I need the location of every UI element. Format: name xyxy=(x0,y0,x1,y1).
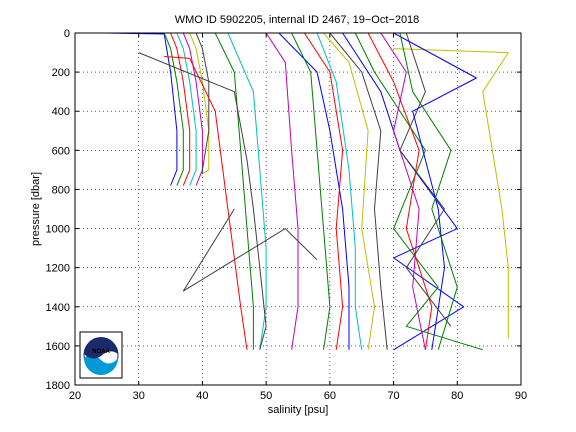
profile-line-21 xyxy=(354,33,483,351)
y-tick-label: 1600 xyxy=(46,341,70,353)
x-tick-label: 90 xyxy=(515,390,527,402)
y-tick-label: 1800 xyxy=(46,380,70,392)
profile-line-7 xyxy=(195,33,210,174)
x-axis-label: salinity [psu] xyxy=(268,404,329,416)
profile-line-4 xyxy=(176,33,197,186)
profile-line-6 xyxy=(189,33,210,175)
profile-line-23 xyxy=(380,33,426,350)
noaa-logo-wave xyxy=(84,355,118,375)
profile-line-3 xyxy=(170,33,191,186)
profile-line-18 xyxy=(323,33,375,350)
x-tick-label: 80 xyxy=(451,390,463,402)
x-tick-label: 70 xyxy=(387,390,399,402)
profile-line-25 xyxy=(399,33,452,327)
y-tick-label: 1200 xyxy=(46,263,70,275)
plot-frame xyxy=(74,32,522,386)
profile-line-1 xyxy=(106,33,178,186)
profile-line-5 xyxy=(182,33,203,186)
profile-line-24 xyxy=(393,48,509,339)
y-tick-label: 0 xyxy=(64,28,70,40)
axis-ticks xyxy=(74,32,522,386)
data-lines xyxy=(106,33,509,351)
y-tick-label: 600 xyxy=(52,145,70,157)
y-tick-label: 1400 xyxy=(46,302,70,314)
profile-line-27 xyxy=(399,33,458,350)
profile-line-20 xyxy=(342,33,465,351)
x-tick-label: 40 xyxy=(196,390,208,402)
profile-line-15 xyxy=(291,33,331,350)
noaa-logo-sky xyxy=(84,337,118,359)
profile-line-8 xyxy=(164,56,248,350)
profile-line-19 xyxy=(329,33,388,350)
profile-line-14 xyxy=(278,33,350,350)
y-tick-label: 800 xyxy=(52,184,70,196)
profile-line-11 xyxy=(138,52,267,350)
x-tick-label: 60 xyxy=(324,390,336,402)
x-tick-label: 30 xyxy=(133,390,145,402)
profile-line-2 xyxy=(163,33,184,186)
grid xyxy=(75,33,521,385)
profile-line-26 xyxy=(393,33,477,350)
profile-line-16 xyxy=(303,33,344,350)
noaa-logo: NOAA xyxy=(79,331,123,379)
profile-line-13 xyxy=(265,33,299,350)
x-tick-label: 50 xyxy=(260,390,272,402)
y-tick-labels: 0 200 400 600 800 1000 1200 1400 1600 1800 xyxy=(46,28,70,392)
y-tick-label: 1000 xyxy=(46,224,70,236)
y-tick-label: 400 xyxy=(52,106,70,118)
profile-line-17 xyxy=(316,33,363,350)
x-tick-labels: 20 30 40 50 60 70 80 90 xyxy=(69,390,527,402)
chart-title: WMO ID 5902205, internal ID 2467, 19−Oct… xyxy=(175,14,420,26)
y-axis-label: pressure [dbar] xyxy=(30,172,42,246)
profile-line-9 xyxy=(214,33,254,350)
profile-line-12 xyxy=(182,208,318,292)
y-tick-label: 200 xyxy=(52,67,70,79)
x-tick-label: 20 xyxy=(69,390,81,402)
noaa-logo-text: NOAA xyxy=(92,349,110,355)
